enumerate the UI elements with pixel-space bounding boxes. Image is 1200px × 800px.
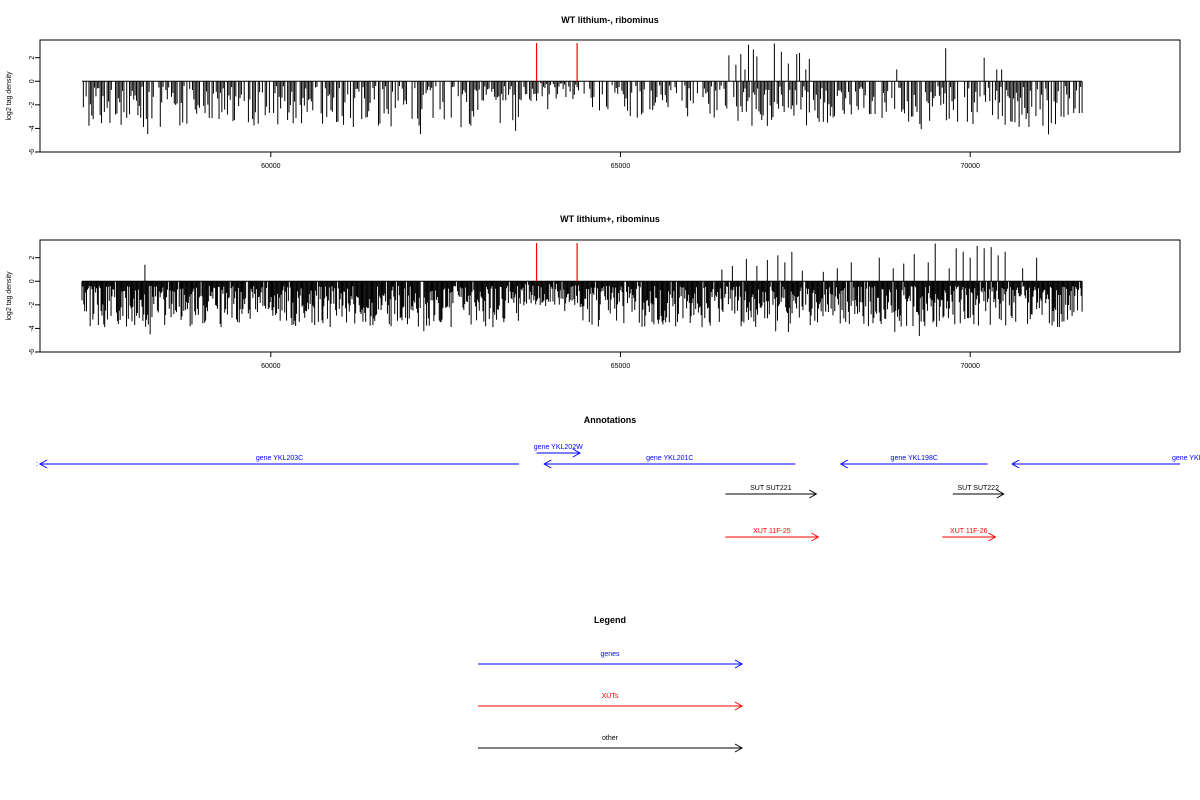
axes: -6 -4 -2 0 2 60000 65000 70000 — [29, 256, 980, 370]
y-tick-label: -2 — [29, 102, 36, 108]
annotation-feature: gene YKL201C — [543, 455, 796, 469]
clip-mark: : — [36, 461, 38, 468]
plot-frame — [39, 239, 1181, 353]
x-tick-label: 60000 — [261, 363, 281, 370]
arrowhead — [38, 459, 48, 469]
feature-label: gene YKL201C — [646, 455, 693, 462]
arrowhead — [734, 743, 744, 753]
feature-label: XUT 11F-26 — [950, 528, 988, 535]
y-tick-label: -4 — [29, 325, 36, 331]
track-panel-lithium-plus: WT lithium+, ribominus log2 tag density … — [6, 214, 1181, 370]
y-tick-label: 2 — [29, 56, 36, 60]
y-tick-label: -6 — [29, 149, 36, 155]
track-panel-lithium-minus: WT lithium-, ribominus log2 tag density … — [6, 15, 1181, 170]
feature-label: SUT SUT221 — [750, 485, 792, 492]
arrowhead — [572, 448, 581, 458]
y-tick-label: -6 — [29, 349, 36, 355]
annotation-feature: XUT 11F-26 — [942, 528, 997, 542]
feature-label: SUT SUT222 — [957, 485, 999, 492]
annotation-feature: gene YKL202W — [534, 444, 583, 458]
x-tick-label: 65000 — [611, 363, 631, 370]
annotation-feature: gene YKL197C — [1011, 455, 1200, 469]
feature-label: gene YKL197C — [1172, 455, 1200, 462]
panel-title: WT lithium-, ribominus — [561, 15, 659, 25]
y-tick-label: 0 — [29, 279, 36, 283]
density-bars — [81, 243, 1083, 337]
arrowhead — [811, 532, 820, 542]
arrowhead — [839, 459, 849, 469]
arrowhead — [1011, 459, 1020, 469]
y-tick-label: 0 — [29, 79, 36, 83]
y-tick-label: -2 — [29, 302, 36, 308]
legend-panel: Legend genes XUTs other — [478, 615, 744, 753]
y-tick-label: 2 — [29, 256, 36, 260]
annotation-features: gene YKL203C: gene YKL202W gene YKL201C gen… — [36, 444, 1200, 542]
legend-title: Legend — [594, 615, 626, 625]
arrowhead — [734, 701, 744, 711]
x-tick-label: 60000 — [261, 163, 281, 170]
annotation-feature: SUT SUT221 — [725, 485, 818, 499]
legend-label: genes — [600, 651, 620, 658]
legend-label: other — [602, 735, 619, 742]
feature-label: gene YKL202W — [534, 444, 583, 451]
y-axis-label: log2 tag density — [6, 71, 13, 121]
arrowhead — [996, 489, 1005, 499]
x-tick-label: 70000 — [960, 163, 980, 170]
legend-item: other — [478, 735, 744, 753]
axes: -6 -4 -2 0 2 60000 65000 70000 — [29, 56, 980, 170]
annotation-feature: gene YKL198C — [839, 455, 988, 469]
density-bars — [81, 43, 1083, 135]
annotations-panel: Annotations gene YKL203C:gene YKL202Wgen… — [36, 415, 1200, 542]
arrowhead — [988, 532, 997, 542]
feature-label: XUT 11F-25 — [753, 528, 791, 535]
x-tick-label: 65000 — [611, 163, 631, 170]
legend-item: genes — [478, 651, 744, 669]
x-tick-label: 70000 — [960, 363, 980, 370]
y-axis-label: log2 tag density — [6, 271, 13, 321]
plot-frame — [39, 39, 1181, 153]
legend-item: XUTs — [478, 693, 744, 711]
annotation-feature: SUT SUT222 — [952, 485, 1005, 499]
feature-label: gene YKL198C — [891, 455, 938, 462]
feature-label: gene YKL203C — [256, 455, 303, 462]
annotation-feature: XUT 11F-25 — [725, 528, 820, 542]
arrowhead — [809, 489, 818, 499]
annotations-title: Annotations — [584, 415, 637, 425]
legend-label: XUTs — [602, 693, 619, 700]
y-tick-label: -4 — [29, 125, 36, 131]
arrowhead — [543, 459, 552, 469]
arrowhead — [734, 659, 744, 669]
panel-title: WT lithium+, ribominus — [560, 214, 660, 224]
annotation-feature: gene YKL203C: — [36, 455, 520, 469]
legend-items: genes XUTs other — [478, 651, 744, 753]
